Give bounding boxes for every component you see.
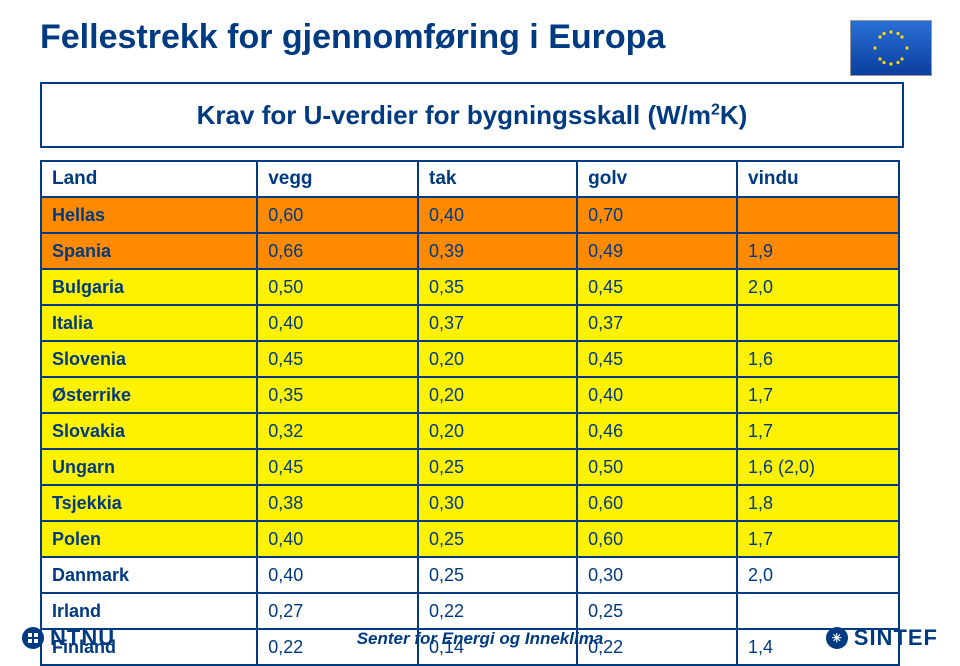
sintef-logo-block: ✳ SINTEF — [826, 625, 938, 651]
value-cell: 0,40 — [418, 197, 577, 233]
subtitle-suffix: K) — [720, 100, 747, 130]
value-cell: 2,0 — [737, 269, 899, 305]
subtitle-exp: 2 — [711, 101, 720, 118]
value-cell: 0,40 — [257, 557, 418, 593]
subtitle-box: Krav for U-verdier for bygningsskall (W/… — [40, 82, 904, 148]
footer-center-text: Senter for Energi og Inneklima — [357, 629, 604, 649]
col-vegg: vegg — [257, 161, 418, 197]
value-cell: 0,40 — [257, 305, 418, 341]
value-cell: 0,20 — [418, 341, 577, 377]
value-cell: 0,60 — [577, 521, 737, 557]
value-cell: 0,66 — [257, 233, 418, 269]
value-cell: 0,45 — [577, 341, 737, 377]
country-cell: Hellas — [41, 197, 257, 233]
table-row: Slovakia0,320,200,461,7 — [41, 413, 899, 449]
sintef-emblem-icon: ✳ — [826, 627, 848, 649]
value-cell: 0,25 — [418, 449, 577, 485]
value-cell: 1,9 — [737, 233, 899, 269]
ntnu-emblem-icon — [22, 627, 44, 649]
footer: NTNU Senter for Energi og Inneklima ✳ SI… — [0, 617, 960, 659]
country-cell: Slovakia — [41, 413, 257, 449]
value-cell: 0,50 — [257, 269, 418, 305]
value-cell: 0,25 — [418, 521, 577, 557]
value-cell: 1,7 — [737, 521, 899, 557]
value-cell: 0,50 — [577, 449, 737, 485]
value-cell: 0,32 — [257, 413, 418, 449]
sintef-text: SINTEF — [854, 625, 938, 651]
value-cell: 0,45 — [257, 341, 418, 377]
col-vindu: vindu — [737, 161, 899, 197]
value-cell: 0,39 — [418, 233, 577, 269]
value-cell: 1,6 — [737, 341, 899, 377]
value-cell: 0,37 — [577, 305, 737, 341]
country-cell: Polen — [41, 521, 257, 557]
subtitle-prefix: Krav for U-verdier for bygningsskall (W/… — [197, 100, 711, 130]
eu-flag-icon — [850, 20, 932, 76]
value-cell: 0,49 — [577, 233, 737, 269]
ntnu-logo-block: NTNU — [22, 625, 115, 651]
value-cell: 0,70 — [577, 197, 737, 233]
value-cell: 1,7 — [737, 377, 899, 413]
value-cell: 0,45 — [577, 269, 737, 305]
col-tak: tak — [418, 161, 577, 197]
table-header-row: Land vegg tak golv vindu — [41, 161, 899, 197]
slide: Fellestrekk for gjennomføring i Europa K… — [0, 0, 960, 659]
value-cell: 0,40 — [577, 377, 737, 413]
country-cell: Slovenia — [41, 341, 257, 377]
value-cell: 0,20 — [418, 413, 577, 449]
table-row: Tsjekkia0,380,300,601,8 — [41, 485, 899, 521]
country-cell: Østerrike — [41, 377, 257, 413]
value-cell: 2,0 — [737, 557, 899, 593]
value-cell: 0,25 — [418, 557, 577, 593]
value-cell: 0,45 — [257, 449, 418, 485]
table-row: Spania0,660,390,491,9 — [41, 233, 899, 269]
value-cell — [737, 197, 899, 233]
value-cell: 1,6 (2,0) — [737, 449, 899, 485]
page-title: Fellestrekk for gjennomføring i Europa — [40, 18, 665, 57]
value-cell: 1,7 — [737, 413, 899, 449]
table-row: Danmark0,400,250,302,0 — [41, 557, 899, 593]
value-cell: 0,40 — [257, 521, 418, 557]
country-cell: Spania — [41, 233, 257, 269]
value-cell: 1,8 — [737, 485, 899, 521]
country-cell: Bulgaria — [41, 269, 257, 305]
table-row: Østerrike0,350,200,401,7 — [41, 377, 899, 413]
value-cell: 0,35 — [418, 269, 577, 305]
country-cell: Tsjekkia — [41, 485, 257, 521]
value-cell: 0,46 — [577, 413, 737, 449]
uvalues-table: Land vegg tak golv vindu Hellas0,600,400… — [40, 160, 900, 666]
value-cell: 0,38 — [257, 485, 418, 521]
country-cell: Danmark — [41, 557, 257, 593]
country-cell: Ungarn — [41, 449, 257, 485]
value-cell: 0,30 — [418, 485, 577, 521]
value-cell: 0,20 — [418, 377, 577, 413]
ntnu-text: NTNU — [50, 625, 115, 651]
table-row: Hellas0,600,400,70 — [41, 197, 899, 233]
table-row: Ungarn0,450,250,501,6 (2,0) — [41, 449, 899, 485]
subtitle: Krav for U-verdier for bygningsskall (W/… — [197, 100, 748, 131]
col-land: Land — [41, 161, 257, 197]
value-cell: 0,60 — [257, 197, 418, 233]
value-cell: 0,35 — [257, 377, 418, 413]
value-cell — [737, 305, 899, 341]
value-cell: 0,37 — [418, 305, 577, 341]
table-row: Italia0,400,370,37 — [41, 305, 899, 341]
table-row: Bulgaria0,500,350,452,0 — [41, 269, 899, 305]
country-cell: Italia — [41, 305, 257, 341]
table-row: Polen0,400,250,601,7 — [41, 521, 899, 557]
value-cell: 0,60 — [577, 485, 737, 521]
value-cell: 0,30 — [577, 557, 737, 593]
table-row: Slovenia0,450,200,451,6 — [41, 341, 899, 377]
col-golv: golv — [577, 161, 737, 197]
